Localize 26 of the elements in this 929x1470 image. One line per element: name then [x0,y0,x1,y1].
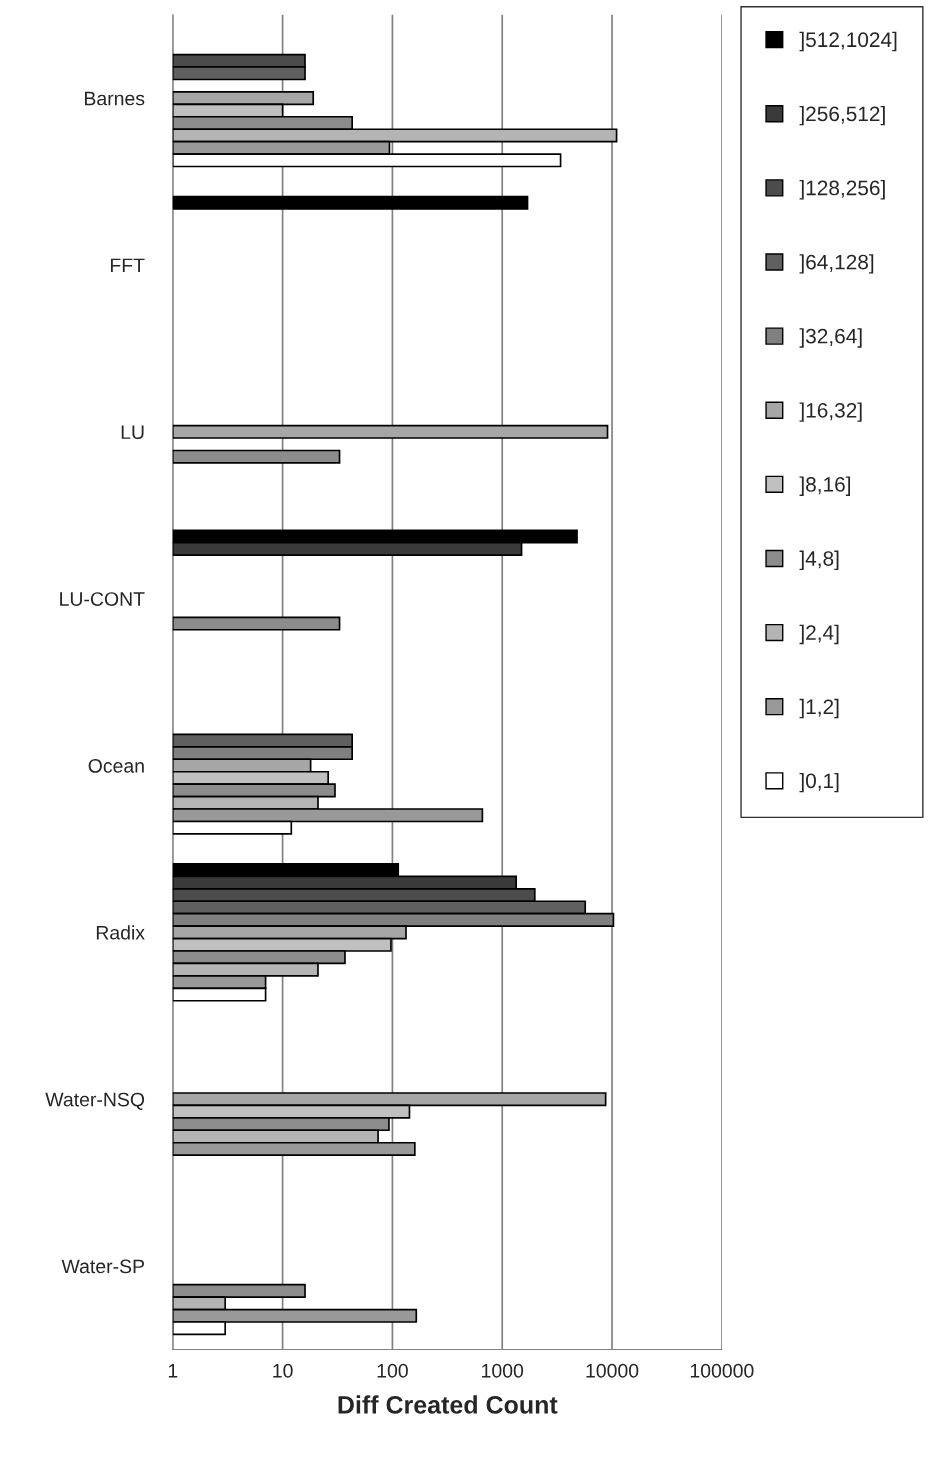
x-tick-label: 100 [377,1363,408,1378]
y-tick-label: LU [121,425,144,440]
y-tick-label: LU-CONT [60,592,145,606]
legend-label: ]8,16] [799,476,851,496]
x-tick-label: 100000 [690,1363,754,1378]
x-tick-label: 10 [273,1363,293,1378]
legend-label: ]0,1] [799,772,839,793]
y-tick-label: Ocean [88,758,144,773]
x-axis-title: Diff Created Count [338,1395,558,1414]
y-tick-label: FFT [110,258,145,273]
legend-label: ]32,64] [799,328,862,348]
legend-label: ]512,1024] [799,31,897,52]
legend-label: ]128,256] [799,180,885,200]
legend-label: ]4,8] [799,550,839,571]
legend-label: ]64,128] [799,254,874,274]
y-tick-label: Radix [96,925,145,940]
x-tick-label: 1000 [482,1363,524,1378]
y-tick-label: Water-NSQ [45,1092,145,1110]
x-tick-label: 10000 [586,1363,639,1378]
y-tick-label: Barnes [85,91,145,106]
legend-label: ]2,4] [799,624,839,645]
legend-label: ]256,512] [799,105,885,126]
x-tick-label: 1 [168,1364,178,1378]
y-tick-label: Water-SP [61,1259,144,1274]
legend-label: ]1,2] [799,698,839,719]
legend-label: ]16,32] [799,402,862,422]
